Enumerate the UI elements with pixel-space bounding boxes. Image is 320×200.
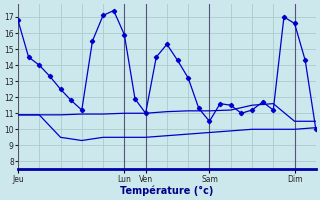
X-axis label: Température (°c): Température (°c) <box>120 185 213 196</box>
